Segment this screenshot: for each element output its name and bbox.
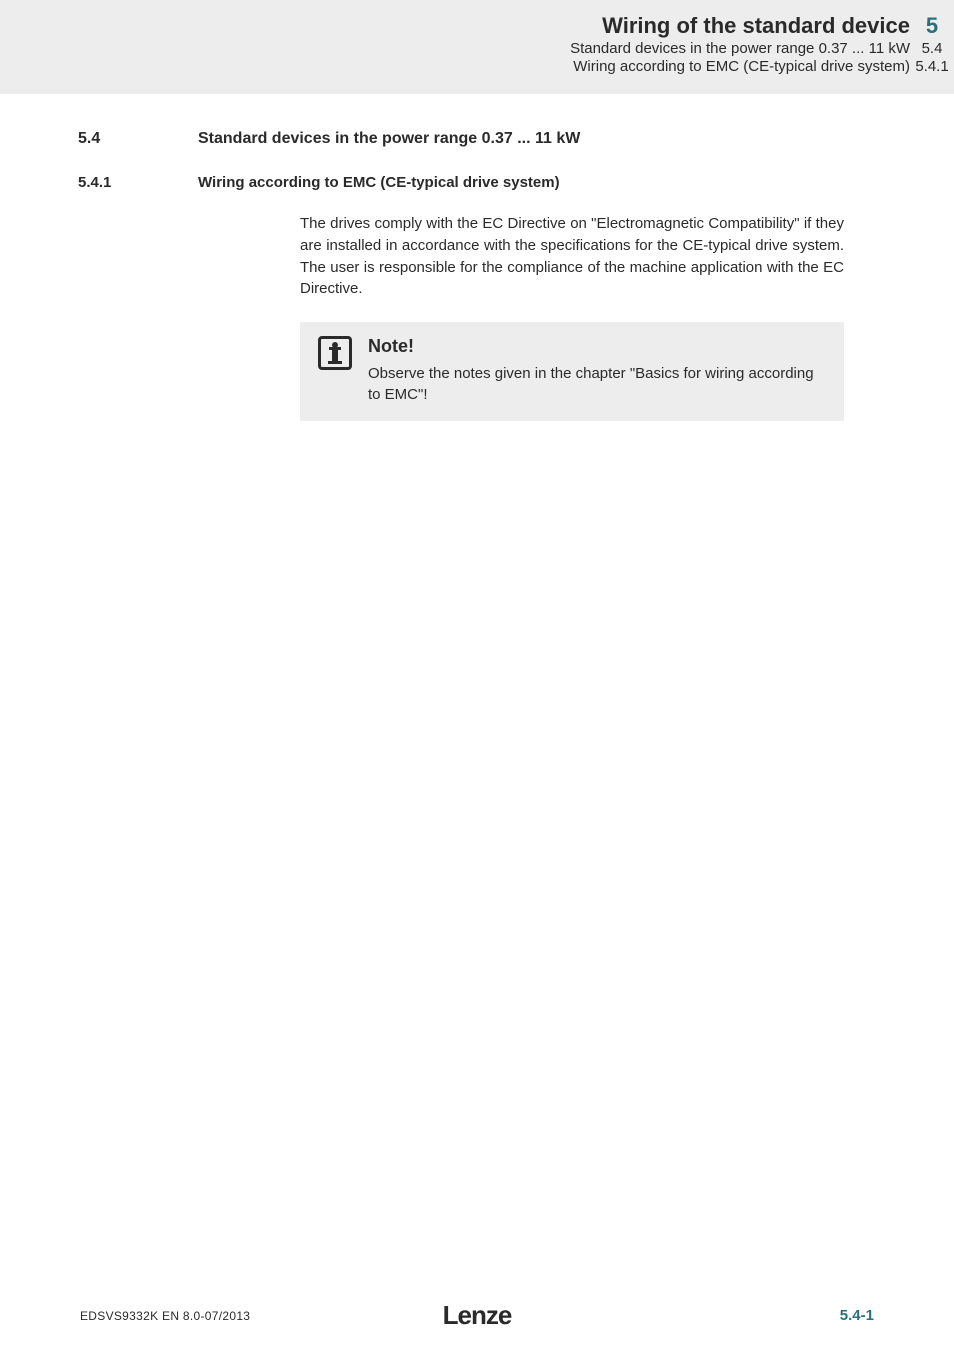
header-subsection-number: 5.4.1 [910, 58, 954, 77]
note-icon-wrap [318, 336, 352, 405]
note-heading: Note! [368, 336, 826, 357]
note-body: Observe the notes given in the chapter "… [368, 363, 826, 405]
section-title: Standard devices in the power range 0.37… [198, 130, 580, 148]
subsection-number: 5.4.1 [78, 174, 198, 191]
header-subtitle-1: Standard devices in the power range 0.37… [570, 40, 910, 59]
header-number-column: 5 5.4 5.4.1 [910, 12, 954, 77]
note-text-column: Note! Observe the notes given in the cha… [368, 336, 826, 405]
footer-page-number: 5.4-1 [840, 1307, 874, 1324]
subsection-title: Wiring according to EMC (CE-typical driv… [198, 174, 560, 191]
note-box: Note! Observe the notes given in the cha… [300, 322, 844, 421]
page-footer: EDSVS9332K EN 8.0-07/2013 Lenze 5.4-1 [0, 1307, 954, 1324]
header-subtitle-2: Wiring according to EMC (CE-typical driv… [570, 58, 910, 77]
info-icon [318, 336, 352, 370]
body-paragraph: The drives comply with the EC Directive … [300, 213, 844, 300]
footer-logo: Lenze [443, 1300, 512, 1331]
section-heading-row: 5.4 Standard devices in the power range … [0, 130, 954, 148]
section-number: 5.4 [78, 130, 198, 148]
header-band: Wiring of the standard device Standard d… [0, 0, 954, 94]
header-chapter-number: 5 [910, 12, 954, 40]
header-section-number: 5.4 [910, 40, 954, 59]
header-text-block: Wiring of the standard device Standard d… [570, 12, 910, 77]
subsection-heading-row: 5.4.1 Wiring according to EMC (CE-typica… [0, 174, 954, 191]
page: Wiring of the standard device Standard d… [0, 0, 954, 1350]
footer-doc-id: EDSVS9332K EN 8.0-07/2013 [80, 1309, 250, 1323]
header-title: Wiring of the standard device [570, 12, 910, 40]
